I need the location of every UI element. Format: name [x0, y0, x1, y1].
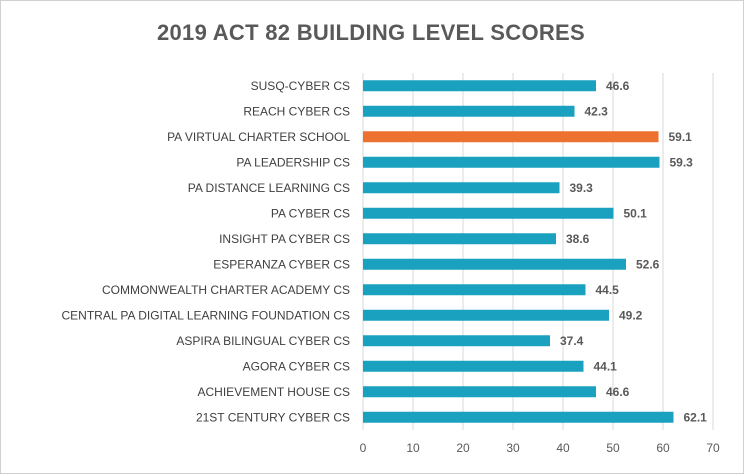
category-label: PA VIRTUAL CHARTER SCHOOL — [167, 130, 350, 144]
category-label: ASPIRA BILINGUAL CYBER CS — [176, 334, 350, 348]
x-tick-label: 0 — [360, 441, 367, 455]
bar — [363, 105, 575, 117]
bars — [363, 80, 674, 423]
value-label: 59.1 — [669, 130, 693, 144]
value-label: 46.6 — [606, 79, 630, 93]
bar — [363, 80, 596, 92]
category-label: SUSQ-CYBER CS — [251, 79, 350, 93]
category-label: PA DISTANCE LEARNING CS — [188, 181, 350, 195]
bar — [363, 258, 626, 270]
x-tick-label: 70 — [706, 441, 720, 455]
category-label: INSIGHT PA CYBER CS — [219, 232, 350, 246]
value-label: 38.6 — [566, 232, 590, 246]
x-tick-label: 30 — [506, 441, 520, 455]
bar — [363, 360, 584, 372]
bar — [363, 182, 560, 194]
category-label: AGORA CYBER CS — [243, 359, 350, 373]
value-label: 44.1 — [594, 359, 618, 373]
category-labels: SUSQ-CYBER CS REACH CYBER CS PA VIRTUAL CH… — [62, 79, 351, 425]
bar — [363, 411, 674, 423]
bar — [363, 284, 586, 296]
value-label: 42.3 — [585, 104, 609, 118]
bar — [363, 233, 556, 245]
category-label: ACHIEVEMENT HOUSE CS — [198, 385, 350, 399]
chart-title: 2019 ACT 82 BUILDING LEVEL SCORES — [156, 20, 585, 45]
x-tick-label: 10 — [406, 441, 420, 455]
x-tick-label: 20 — [456, 441, 470, 455]
bar — [363, 386, 596, 398]
category-label: 21ST CENTURY CYBER CS — [196, 410, 350, 424]
category-label: CENTRAL PA DIGITAL LEARNING FOUNDATION C… — [62, 308, 351, 322]
category-label: ESPERANZA CYBER CS — [213, 257, 350, 271]
value-label: 62.1 — [684, 410, 708, 424]
bar — [363, 309, 609, 321]
x-axis-ticks: 0 10 20 30 40 50 60 70 — [360, 441, 720, 455]
x-tick-label: 50 — [606, 441, 620, 455]
category-label: PA LEADERSHIP CS — [236, 155, 350, 169]
x-tick-label: 40 — [556, 441, 570, 455]
value-label: 59.3 — [670, 155, 694, 169]
x-tick-label: 60 — [656, 441, 670, 455]
value-label: 50.1 — [624, 206, 648, 220]
value-label: 46.6 — [606, 385, 630, 399]
bar — [363, 156, 660, 168]
value-label: 39.3 — [570, 181, 594, 195]
bar — [363, 131, 659, 143]
value-labels: 46.6 42.3 59.1 59.3 39.3 50.1 38.6 52.6 44.5 49.2… — [560, 79, 707, 425]
category-label: REACH CYBER CS — [243, 104, 350, 118]
bar — [363, 335, 550, 347]
value-label: 49.2 — [619, 308, 643, 322]
gridlines — [362, 73, 714, 430]
category-label: COMMONWEALTH CHARTER ACADEMY CS — [102, 283, 350, 297]
category-label: PA CYBER CS — [271, 206, 350, 220]
bar — [363, 207, 614, 219]
value-label: 52.6 — [636, 257, 660, 271]
value-label: 37.4 — [560, 334, 584, 348]
value-label: 44.5 — [596, 283, 620, 297]
